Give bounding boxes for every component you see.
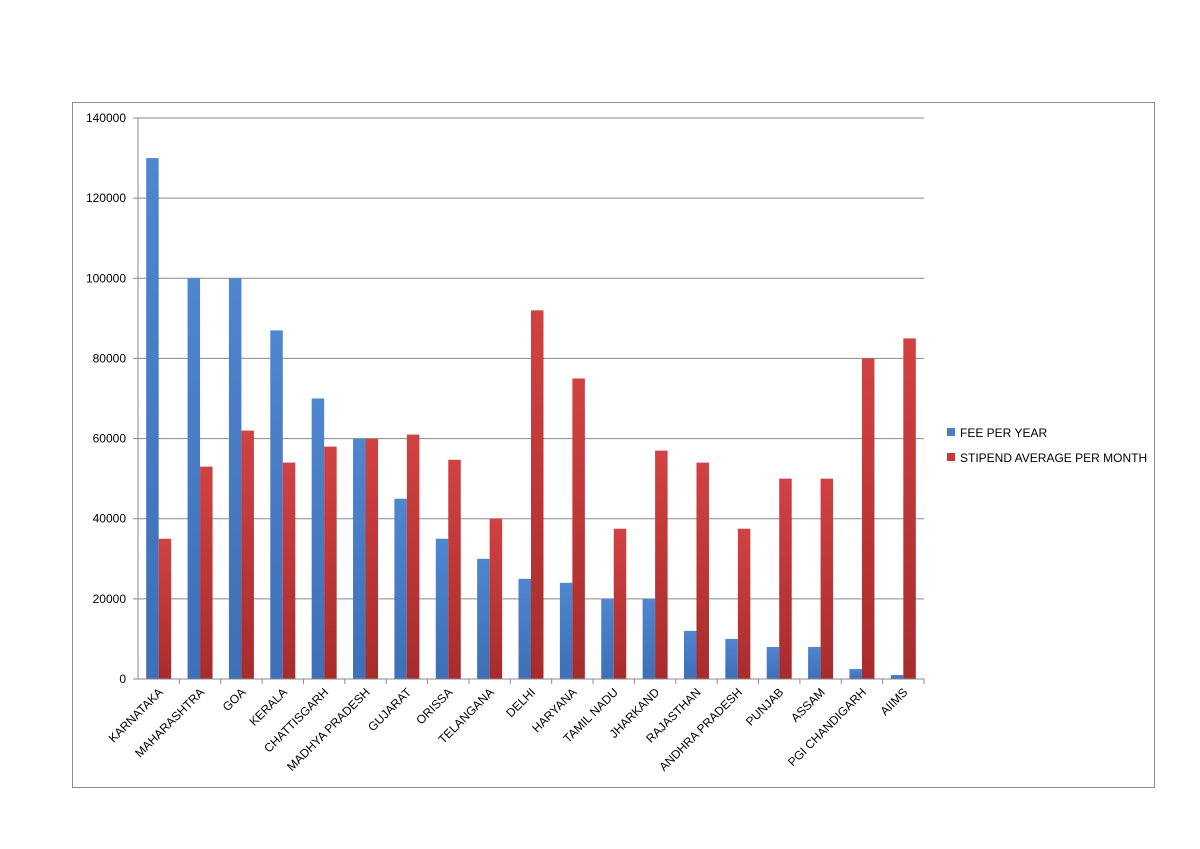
x-tick-label: ORISSA [413, 685, 455, 727]
y-tick-label: 80000 [93, 351, 127, 365]
fee-bar-pgi-chandigarh [849, 668, 862, 679]
fee-bar-haryana [559, 582, 573, 679]
fee-bar-karnataka [146, 158, 159, 680]
stipend-bar-haryana [572, 378, 585, 679]
fee-bar-madhya-pradesh [353, 438, 366, 679]
y-tick-label: 120000 [86, 191, 126, 205]
x-tick-label: GUJARAT [365, 685, 414, 734]
fee-bar-kerala [270, 330, 283, 679]
y-tick-label: 40000 [93, 512, 127, 526]
x-tick-label: PUNJAB [743, 685, 786, 728]
fee-bar-telangana [477, 558, 490, 679]
y-tick-label: 20000 [93, 592, 127, 606]
y-tick-label: 60000 [93, 432, 127, 446]
stipend-bar-orissa [448, 459, 461, 679]
y-tick-label: 100000 [86, 271, 126, 285]
fee-bar-tamil-nadu [601, 598, 614, 679]
legend: FEE PER YEAR STIPEND AVERAGE PER MONTH [947, 426, 1147, 465]
stipend-bar-madhya-pradesh [365, 438, 379, 679]
fee-bar-orissa [435, 538, 449, 679]
stipend-bar-karnataka [158, 538, 172, 679]
stipend-bar-delhi [531, 310, 544, 679]
fee-bar-delhi [518, 578, 531, 679]
fee-bar-andhra-pradesh [725, 638, 738, 679]
y-tick-label: 0 [119, 672, 126, 686]
stipend-bar-rajasthan [696, 462, 709, 679]
stipend-bar-punjab [779, 478, 792, 679]
legend-swatch [947, 453, 955, 461]
y-tick-label: 140000 [86, 111, 126, 125]
fee-bar-rajasthan [683, 630, 697, 679]
fee-bar-assam [808, 646, 821, 679]
bars [146, 158, 916, 680]
x-tick-label: AIIMS [877, 685, 910, 718]
stipend-bar-telangana [489, 518, 503, 679]
x-tick-label: ANDHRA PRADESH [656, 685, 745, 774]
fee-bar-chattisgarh [311, 398, 325, 679]
legend-label: STIPEND AVERAGE PER MONTH [960, 451, 1147, 465]
x-tick-label: GOA [220, 685, 249, 714]
stipend-bar-tamil-nadu [613, 528, 627, 679]
stipend-bar-pgi-chandigarh [861, 358, 875, 679]
fee-bar-jharkand [642, 598, 656, 679]
gridlines [138, 117, 924, 600]
x-tick-label: ASSAM [788, 685, 828, 725]
stipend-bar-jharkand [655, 450, 668, 679]
stipend-bar-goa [241, 430, 254, 679]
legend-swatch [947, 428, 955, 436]
stipend-bar-gujarat [406, 434, 420, 679]
stipend-bar-chattisgarh [324, 446, 337, 679]
stipend-bar-maharashtra [200, 466, 213, 679]
stipend-bar-aiims [903, 338, 916, 679]
fee-bar-gujarat [394, 498, 407, 679]
stipend-bar-andhra-pradesh [737, 528, 751, 679]
fee-bar-aiims [890, 674, 904, 679]
legend-label: FEE PER YEAR [960, 426, 1047, 440]
stipend-bar-kerala [282, 462, 296, 679]
fee-bar-punjab [766, 646, 780, 679]
fee-bar-maharashtra [187, 278, 201, 679]
x-tick-label: MADHYA PRADESH [284, 685, 372, 773]
stipend-bar-assam [820, 478, 834, 679]
fee-bar-goa [228, 278, 242, 679]
x-tick-label: PGI CHANDIGARH [785, 685, 869, 769]
x-tick-label: DELHI [503, 685, 538, 720]
